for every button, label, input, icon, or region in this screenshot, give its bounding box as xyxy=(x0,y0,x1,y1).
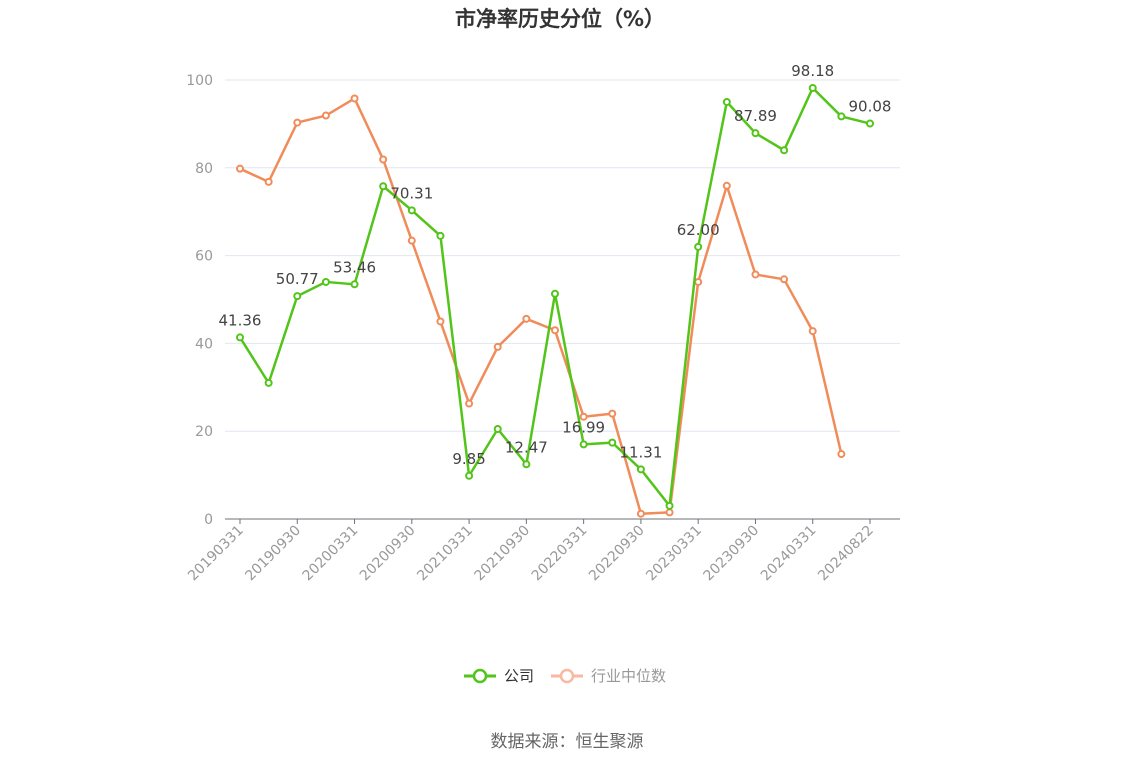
data-label: 53.46 xyxy=(333,258,376,276)
point-industry xyxy=(293,118,302,127)
point-industry xyxy=(236,164,244,173)
y-tick-label: 20 xyxy=(195,424,213,440)
grid-lines xyxy=(225,79,900,432)
point-company xyxy=(722,97,731,106)
data-label: 11.31 xyxy=(619,443,662,461)
x-tick-label: 20190930 xyxy=(242,523,304,585)
point-industry xyxy=(436,317,445,326)
x-tick-label: 20230331 xyxy=(643,523,705,585)
data-label: 12.47 xyxy=(505,438,548,456)
point-industry xyxy=(636,509,645,518)
x-tick-label: 20240822 xyxy=(815,523,877,585)
series-line-industry xyxy=(239,97,843,515)
point-industry xyxy=(751,270,760,279)
data-label: 9.85 xyxy=(452,450,485,468)
series-layer xyxy=(236,83,874,518)
data-source: 数据来源：恒生聚源 xyxy=(491,732,644,752)
y-tick-label: 80 xyxy=(195,161,213,177)
y-tick-label: 100 xyxy=(186,73,213,89)
point-industry xyxy=(808,327,817,336)
point-industry xyxy=(379,155,388,164)
point-company xyxy=(608,438,617,447)
x-tick-label: 20200930 xyxy=(357,523,419,585)
legend-marker-industry xyxy=(559,668,575,684)
point-company xyxy=(665,501,674,510)
point-company xyxy=(579,440,588,449)
point-company xyxy=(751,129,760,138)
data-label: 87.89 xyxy=(734,107,777,125)
point-industry xyxy=(579,412,588,421)
point-industry xyxy=(350,94,359,103)
point-industry xyxy=(837,450,846,459)
point-industry xyxy=(694,277,703,286)
legend-marker-company xyxy=(472,668,488,684)
point-industry xyxy=(522,314,531,323)
point-company xyxy=(493,425,502,434)
x-tick-label: 20210331 xyxy=(414,523,476,585)
point-company xyxy=(780,146,789,155)
data-label: 41.36 xyxy=(219,311,262,329)
point-company xyxy=(293,292,302,301)
point-company xyxy=(379,182,388,191)
point-company xyxy=(866,119,874,128)
data-label: 50.77 xyxy=(276,270,319,288)
point-company xyxy=(321,277,330,286)
point-industry xyxy=(665,508,674,517)
point-industry xyxy=(465,399,474,408)
point-company xyxy=(350,280,359,289)
point-industry xyxy=(551,326,559,335)
x-tick-label: 20240331 xyxy=(758,523,820,585)
y-tick-label: 40 xyxy=(195,336,213,352)
point-company xyxy=(694,242,703,251)
point-industry xyxy=(493,342,502,351)
point-industry xyxy=(608,409,617,418)
data-label: 70.31 xyxy=(390,184,433,202)
legend-item-company[interactable]: 公司 xyxy=(464,667,534,685)
y-tick-label: 0 xyxy=(204,512,213,528)
legend-item-industry[interactable]: 行业中位数 xyxy=(551,667,666,685)
x-tick-label: 20220331 xyxy=(529,523,591,585)
data-label: 62.00 xyxy=(677,221,720,239)
axes: 0 20 40 60 80 100 2019033120190930202003312020… xyxy=(185,73,900,584)
chart-title: 市净率历史分位（%） xyxy=(455,7,665,31)
legend-label-company: 公司 xyxy=(504,667,534,685)
legend-label-industry: 行业中位数 xyxy=(591,667,666,685)
y-tick-label: 60 xyxy=(195,249,213,265)
legend: 公司 行业中位数 xyxy=(464,667,666,685)
point-industry xyxy=(321,111,330,120)
data-labels: 41.36 50.77 53.46 70.31 9.85 12.47 16.99 11.31 6… xyxy=(219,62,892,468)
point-company xyxy=(236,333,244,342)
data-label: 90.08 xyxy=(849,98,892,116)
data-label: 98.18 xyxy=(791,62,834,80)
x-tick-label: 20230930 xyxy=(701,523,763,585)
point-company xyxy=(522,460,531,469)
x-tick-label: 20190331 xyxy=(185,523,247,585)
point-company xyxy=(264,378,273,387)
point-company xyxy=(407,206,416,215)
point-company xyxy=(465,471,474,480)
point-industry xyxy=(780,275,789,284)
x-tick-label: 20200331 xyxy=(300,523,362,585)
point-company xyxy=(636,465,645,474)
point-company xyxy=(808,83,817,92)
point-company xyxy=(837,112,846,121)
x-tick-label: 20210930 xyxy=(471,523,533,585)
point-company xyxy=(436,231,445,240)
x-tick-label: 20220930 xyxy=(586,523,648,585)
point-industry xyxy=(722,181,731,190)
data-label: 16.99 xyxy=(562,418,605,436)
point-industry xyxy=(407,236,416,245)
point-company xyxy=(551,289,559,298)
point-industry xyxy=(264,177,273,186)
